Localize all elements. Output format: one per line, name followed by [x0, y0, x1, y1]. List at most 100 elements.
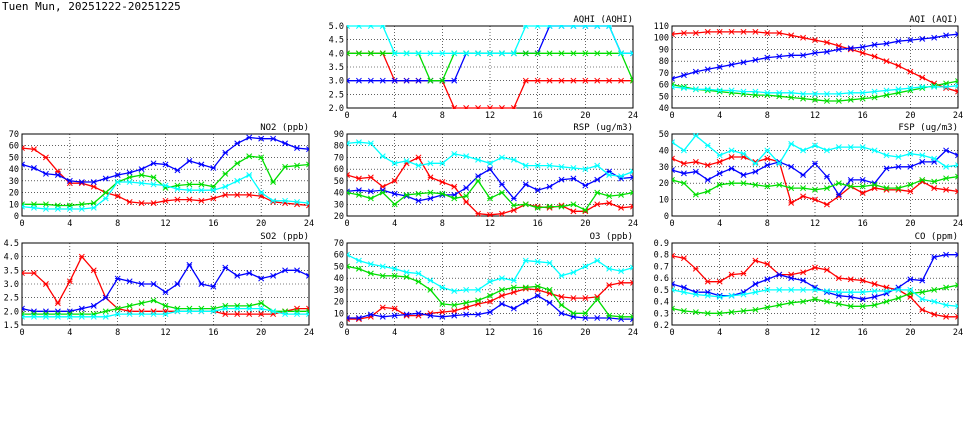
- data-point: [42, 154, 49, 161]
- data-point: [463, 299, 470, 306]
- x-tick-label: 20: [580, 111, 590, 121]
- marker-stroke: [630, 279, 633, 284]
- chart-fsp: 0 4 8 12 16 20 24 0 10 20 30 40 50 FSP (ug/m3): [659, 123, 963, 229]
- data-point: [451, 288, 458, 294]
- marker-stroke: [955, 282, 958, 286]
- data-point: [704, 278, 711, 285]
- data-point: [451, 50, 458, 57]
- data-point: [907, 181, 914, 188]
- data-point: [510, 202, 517, 209]
- data-point: [680, 170, 687, 177]
- data-point: [955, 162, 958, 169]
- data-point: [800, 95, 807, 102]
- data-point: [618, 173, 625, 180]
- data-point: [487, 105, 493, 109]
- data-point: [114, 172, 121, 178]
- data-point: [246, 172, 253, 178]
- data-point: [126, 278, 133, 285]
- x-tick-label: 4: [392, 111, 397, 121]
- y-tick-label: 10: [659, 196, 669, 206]
- marker-stroke: [306, 202, 309, 207]
- data-point: [847, 45, 854, 52]
- marker-stroke: [955, 305, 958, 310]
- marker-stroke: [22, 307, 25, 312]
- data-point: [391, 305, 398, 312]
- data-point: [391, 160, 398, 167]
- y-tick-label: 40: [659, 104, 669, 114]
- marker-stroke: [672, 81, 675, 86]
- data-point: [150, 308, 157, 315]
- x-tick-label: 0: [344, 111, 349, 121]
- data-point: [776, 286, 783, 293]
- marker-stroke: [22, 147, 25, 152]
- data-point: [800, 147, 807, 154]
- marker-stroke: [306, 307, 309, 312]
- x-tick-label: 8: [765, 111, 770, 121]
- data-point: [463, 105, 470, 109]
- data-point: [510, 277, 517, 284]
- data-point: [114, 311, 121, 318]
- data-point: [270, 272, 277, 279]
- marker-stroke: [955, 78, 958, 82]
- marker-stroke: [630, 170, 633, 175]
- data-point: [871, 293, 878, 300]
- data-point: [379, 313, 386, 320]
- data-point: [859, 89, 866, 96]
- data-point: [728, 309, 735, 316]
- data-point: [367, 261, 374, 268]
- data-point: [258, 311, 265, 318]
- data-point: [138, 308, 145, 315]
- data-point: [427, 189, 434, 196]
- data-point: [859, 296, 866, 303]
- data-point: [403, 269, 410, 276]
- data-point: [919, 306, 926, 313]
- data-point: [716, 152, 723, 159]
- data-point: [138, 311, 145, 318]
- data-point: [234, 191, 241, 198]
- marker-stroke: [672, 176, 675, 181]
- data-point: [66, 177, 73, 184]
- x-tick-label: 20: [256, 219, 266, 229]
- data-point: [812, 286, 818, 293]
- data-point: [788, 286, 795, 293]
- data-point: [692, 191, 699, 198]
- data-point: [138, 300, 145, 307]
- data-point: [258, 300, 265, 307]
- data-point: [367, 140, 374, 147]
- data-point: [800, 193, 807, 200]
- data-point: [907, 276, 914, 283]
- data-point: [907, 286, 914, 293]
- data-point: [788, 185, 795, 192]
- data-point: [847, 176, 854, 183]
- data-point: [66, 311, 73, 318]
- data-point: [222, 264, 229, 271]
- data-point: [847, 96, 854, 103]
- data-point: [859, 303, 866, 310]
- data-point: [871, 53, 878, 60]
- marker-stroke: [955, 164, 958, 169]
- data-point: [78, 179, 85, 185]
- data-point: [534, 187, 541, 194]
- data-point: [451, 77, 458, 84]
- data-point: [871, 302, 878, 309]
- x-tick-label: 16: [208, 328, 218, 338]
- data-point: [546, 259, 553, 266]
- marker-stroke: [955, 303, 958, 307]
- data-point: [126, 308, 133, 315]
- data-point: [630, 174, 633, 181]
- y-tick-label: 40: [9, 165, 19, 175]
- data-point: [594, 77, 601, 84]
- data-point: [955, 251, 958, 258]
- data-point: [54, 313, 61, 320]
- data-point: [210, 187, 217, 194]
- data-point: [776, 160, 783, 167]
- data-point: [943, 32, 950, 39]
- plot-frame: [671, 133, 959, 217]
- data-point: [114, 179, 121, 185]
- data-point: [222, 305, 229, 312]
- data-point: [672, 281, 675, 287]
- data-point: [859, 289, 866, 296]
- data-point: [66, 313, 73, 320]
- x-tick-label: 0: [344, 328, 349, 338]
